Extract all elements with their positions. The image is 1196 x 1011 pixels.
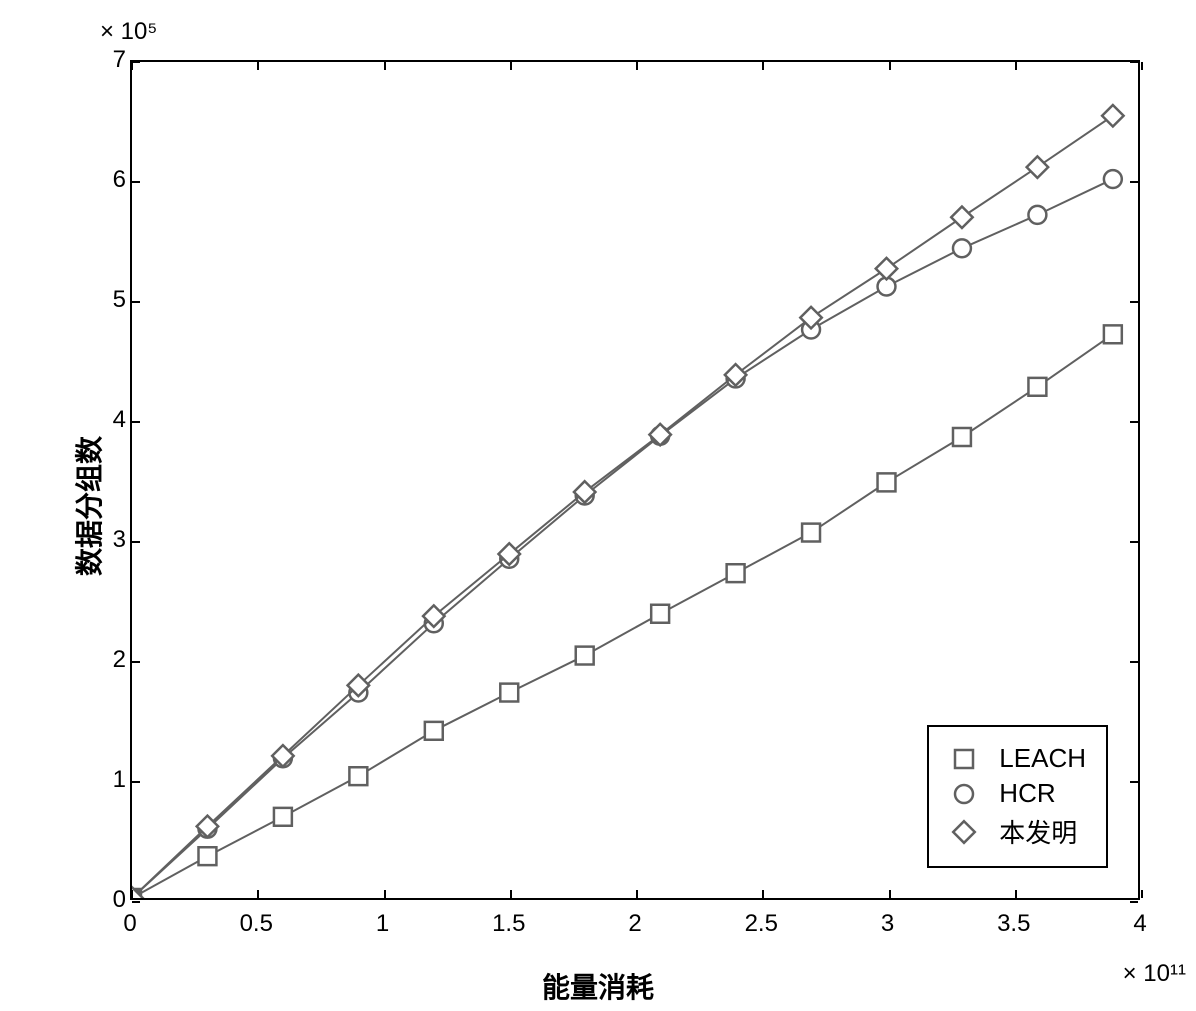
series-marker: [576, 647, 594, 665]
y-axis-multiplier: × 10⁵: [100, 18, 157, 46]
series-marker: [876, 258, 898, 279]
legend-label: HCR: [999, 778, 1055, 809]
series-marker: [727, 564, 745, 582]
square-icon: [949, 744, 979, 774]
x-tick-label: 3: [881, 910, 894, 938]
y-tick-label: 4: [113, 406, 126, 434]
x-tick-label: 0: [123, 910, 136, 938]
chart-plot-area: LEACH HCR 本发明: [130, 60, 1140, 900]
x-tick-label: 0.5: [240, 910, 273, 938]
x-tick-label: 2: [628, 910, 641, 938]
series-marker: [1027, 156, 1049, 177]
diamond-icon: [949, 817, 979, 847]
series-marker: [1028, 206, 1046, 224]
series-marker: [1104, 170, 1122, 188]
series-marker: [951, 207, 973, 228]
y-tick-label: 3: [113, 526, 126, 554]
series-marker: [1104, 325, 1122, 343]
y-tick-label: 5: [113, 286, 126, 314]
y-tick-label: 2: [113, 646, 126, 674]
legend-item: LEACH: [949, 743, 1086, 774]
x-tick-label: 1: [376, 910, 389, 938]
series-marker: [274, 808, 292, 826]
series-marker: [425, 722, 443, 740]
series-marker: [802, 524, 820, 542]
y-tick-label: 7: [113, 46, 126, 74]
series-marker: [1102, 105, 1124, 126]
series-marker: [1028, 378, 1046, 396]
legend-item: HCR: [949, 778, 1086, 809]
series-marker: [651, 605, 669, 623]
x-tick-label: 4: [1133, 910, 1146, 938]
series-marker: [953, 428, 971, 446]
y-tick-label: 6: [113, 166, 126, 194]
y-axis-label: 数据分组数: [68, 435, 108, 575]
legend-box: LEACH HCR 本发明: [927, 725, 1108, 868]
series-marker: [878, 473, 896, 491]
x-tick-label: 2.5: [745, 910, 778, 938]
legend-label: 本发明: [999, 813, 1077, 850]
legend-label: LEACH: [999, 743, 1086, 774]
legend-item: 本发明: [949, 813, 1086, 850]
series-marker: [953, 239, 971, 257]
y-tick-label: 1: [113, 766, 126, 794]
series-marker: [349, 767, 367, 785]
x-axis-multiplier: × 10¹¹: [1123, 960, 1186, 988]
x-axis-label: 能量消耗: [542, 966, 654, 1006]
series-marker: [198, 847, 216, 865]
circle-icon: [949, 779, 979, 809]
series-marker: [500, 684, 518, 702]
x-tick-label: 3.5: [997, 910, 1030, 938]
x-tick-label: 1.5: [492, 910, 525, 938]
